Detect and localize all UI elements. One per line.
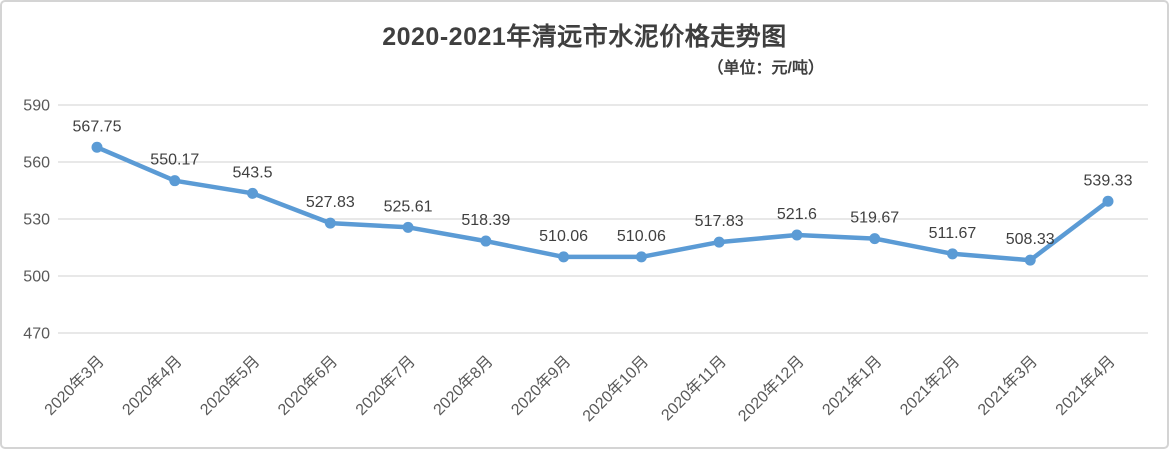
data-point-marker: [713, 236, 725, 248]
data-point-label: 517.83: [695, 213, 744, 230]
x-axis-tick-label: 2021年3月: [974, 352, 1041, 419]
data-point-label: 567.75: [73, 118, 122, 135]
data-point-marker: [635, 251, 647, 263]
data-point-label: 518.39: [461, 212, 510, 229]
data-point-marker: [247, 187, 259, 199]
x-axis-tick-label: 2020年10月: [579, 352, 652, 425]
y-axis-tick-label: 470: [23, 326, 50, 343]
data-point-marker: [791, 229, 803, 241]
y-axis-tick-label: 530: [23, 212, 50, 229]
data-point-marker: [169, 175, 181, 187]
x-axis-tick-label: 2020年3月: [41, 352, 108, 419]
x-axis-tick-label: 2021年2月: [896, 352, 963, 419]
data-point-label: 508.33: [1006, 231, 1055, 248]
data-point-label: 511.67: [929, 225, 977, 242]
price-trend-line: [94, 145, 1111, 263]
x-axis-tick-label: 2020年7月: [352, 352, 419, 419]
data-point-label: 519.67: [850, 210, 899, 227]
x-axis-tick-label: 2020年9月: [508, 352, 575, 419]
x-axis-tick-label: 2021年1月: [819, 352, 886, 419]
data-point-label: 527.83: [306, 194, 355, 211]
data-point-label: 525.61: [384, 198, 433, 215]
data-point-label: 521.6: [777, 206, 817, 223]
data-point-marker: [91, 141, 103, 153]
data-point-marker: [1102, 195, 1114, 207]
data-point-label: 510.06: [539, 228, 588, 245]
data-point-label: 543.5: [233, 164, 273, 181]
x-axis-tick-label: 2021年4月: [1052, 352, 1119, 419]
data-point-marker: [1024, 254, 1036, 266]
x-axis-tick-label: 2020年11月: [658, 352, 730, 424]
x-axis-tick-label: 2020年5月: [197, 352, 264, 419]
x-axis-tick-label: 2020年8月: [430, 352, 497, 419]
chart-title: 2020-2021年清远市水泥价格走势图: [382, 23, 787, 51]
data-point-marker: [480, 235, 492, 247]
x-axis-tick-label: 2020年4月: [119, 352, 186, 419]
y-axis-tick-label: 560: [23, 155, 50, 172]
y-axis-tick-label: 500: [23, 269, 50, 286]
data-point-marker: [946, 248, 958, 260]
data-point-marker: [324, 217, 336, 229]
data-point-label: 539.33: [1084, 172, 1133, 189]
x-axis-tick-label: 2020年12月: [735, 352, 808, 425]
y-axis-tick-label: 590: [23, 98, 50, 115]
data-point-marker: [869, 233, 881, 245]
data-point-marker: [558, 251, 570, 263]
data-point-marker: [402, 221, 414, 233]
data-point-label: 510.06: [617, 228, 666, 245]
chart-unit-label: （单位：元/吨）: [707, 60, 824, 77]
data-point-label: 550.17: [150, 152, 199, 169]
x-axis-tick-label: 2020年6月: [274, 352, 341, 419]
